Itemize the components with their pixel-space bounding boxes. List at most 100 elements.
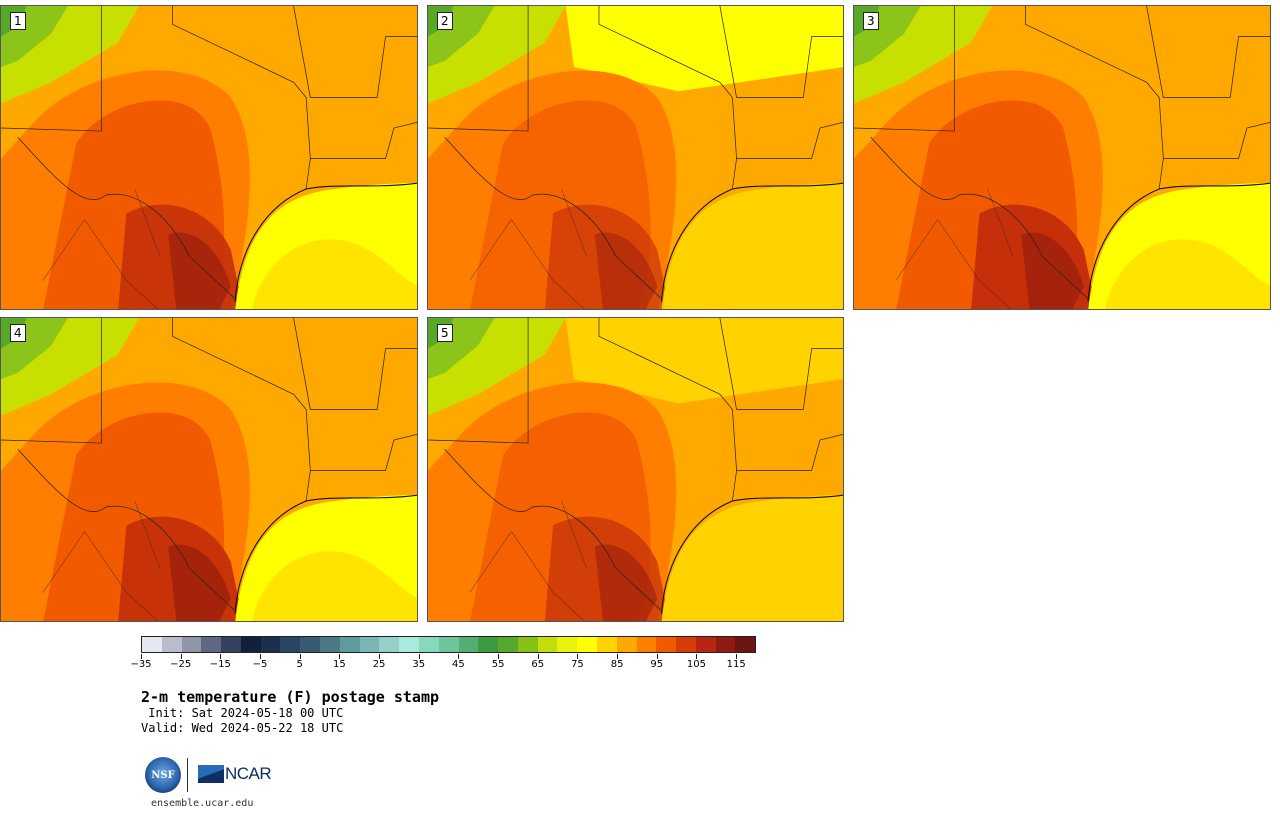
colorbar-segment — [221, 637, 241, 652]
colorbar-tick — [458, 654, 460, 659]
colorbar-tick — [180, 654, 182, 659]
colorbar-segment — [379, 637, 400, 652]
extreme-region — [168, 232, 231, 309]
colorbar-tick — [696, 654, 698, 659]
colorbar-tick-label: −25 — [170, 659, 192, 670]
colorbar-segment — [676, 637, 696, 652]
nsf-logo-text: NSF — [151, 769, 175, 781]
colorbar-segment — [399, 637, 419, 652]
state-border — [469, 218, 585, 309]
member-label: 5 — [437, 324, 453, 342]
colorbar-tick-label: −35 — [130, 659, 152, 670]
state-border — [134, 500, 161, 569]
state-border — [1163, 122, 1270, 159]
north-band — [138, 318, 417, 404]
state-border — [293, 6, 417, 98]
state-border — [719, 318, 843, 410]
colorbar-tick-label: 105 — [686, 659, 707, 670]
state-border — [598, 318, 737, 502]
state-border — [42, 530, 159, 621]
member-panel-5: 5 — [427, 317, 844, 622]
north-band — [565, 6, 843, 92]
colorbar-segment — [240, 637, 261, 652]
colorbar-segment — [656, 637, 677, 652]
member-panel-1: 1 — [0, 5, 418, 310]
colorbar-segment — [320, 637, 340, 652]
colorbar-tick — [617, 654, 619, 659]
init-time: Init: Sat 2024-05-18 00 UTC — [141, 706, 344, 720]
colorbar-segment — [260, 637, 281, 652]
coastline — [660, 494, 843, 614]
colorbar-tick — [736, 654, 738, 659]
colorbar-segment — [478, 637, 499, 652]
north-band — [138, 6, 417, 92]
border-us-mexico — [17, 448, 236, 612]
colorbar-segment — [339, 637, 360, 652]
extreme-region — [168, 544, 231, 621]
colorbar-tick-label: 75 — [571, 659, 584, 670]
colorbar-segment — [695, 637, 716, 652]
state-border — [561, 188, 587, 257]
colorbar-segment — [359, 637, 380, 652]
state-border — [736, 122, 843, 159]
state-border — [310, 434, 417, 471]
colorbar-segment — [616, 637, 637, 652]
valid-time: Valid: Wed 2024-05-22 18 UTC — [141, 721, 344, 735]
state-border — [172, 318, 311, 502]
extreme-region — [594, 544, 658, 621]
north-band — [565, 318, 843, 404]
colorbar-tick-label: −15 — [209, 659, 231, 670]
colorbar-tick — [537, 654, 539, 659]
colorbar-segment — [181, 637, 202, 652]
colorbar-tick — [299, 654, 301, 659]
colorbar-tick-label: −5 — [252, 659, 268, 670]
state-border — [428, 318, 529, 444]
colorbar-segment — [636, 637, 657, 652]
colorbar-tick — [220, 654, 222, 659]
border-us-mexico — [444, 136, 662, 300]
figure-title: 2-m temperature (F) postage stamp — [141, 688, 440, 706]
site-url: ensemble.ucar.edu — [151, 798, 254, 809]
colorbar-tick — [656, 654, 658, 659]
state-border — [42, 218, 159, 309]
logo-divider — [187, 758, 188, 792]
colorbar-tick-label: 55 — [491, 659, 505, 670]
state-border — [172, 6, 311, 190]
extreme-region — [1021, 232, 1084, 309]
member-label: 3 — [863, 12, 879, 30]
state-border — [719, 6, 843, 98]
state-border — [895, 218, 1012, 309]
colorbar-segment — [735, 637, 756, 652]
colorbar-tick-label: 95 — [650, 659, 664, 670]
colorbar-segment — [596, 637, 617, 652]
colorbar-segment — [201, 637, 222, 652]
gulf-warm-water — [252, 239, 417, 309]
ncar-mark-icon — [198, 765, 224, 783]
colorbar-tick-label: 45 — [452, 659, 465, 670]
border-us-mexico — [17, 136, 236, 300]
gulf-warm-water — [252, 551, 417, 621]
colorbar-segment — [517, 637, 538, 652]
member-label: 2 — [437, 12, 453, 30]
colorbar-tick-label: 15 — [333, 659, 346, 670]
state-border — [598, 6, 737, 190]
colorbar-tick — [260, 654, 262, 659]
state-border — [987, 188, 1014, 257]
colorbar-segment — [161, 637, 182, 652]
state-border — [1146, 6, 1270, 98]
colorbar-tick-label: 85 — [610, 659, 624, 670]
state-border — [854, 6, 955, 132]
colorbar-tick-label: 65 — [531, 659, 545, 670]
border-us-mexico — [444, 448, 662, 612]
colorbar-tick — [418, 654, 420, 659]
colorbar-segment — [418, 637, 439, 652]
ncar-logo-text: NCAR — [225, 764, 272, 783]
state-border — [293, 318, 417, 410]
member-label: 4 — [10, 324, 26, 342]
member-panel-2: 2 — [427, 5, 844, 310]
gulf-warm-water — [678, 239, 843, 309]
colorbar-segment — [280, 637, 301, 652]
colorbar-segment — [300, 637, 321, 652]
colorbar-tick-label: 115 — [726, 659, 746, 670]
state-border — [736, 434, 843, 471]
